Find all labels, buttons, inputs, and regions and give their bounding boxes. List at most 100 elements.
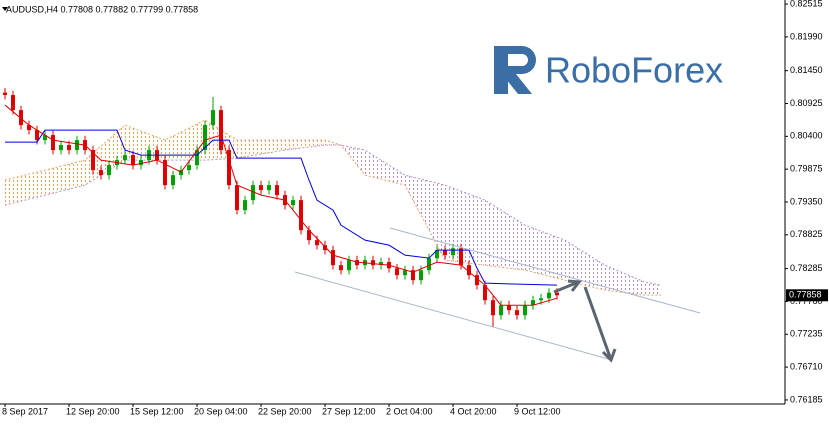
candle-body xyxy=(515,310,519,316)
cloud-fill xyxy=(285,140,325,151)
candle-body xyxy=(339,265,343,271)
candle-body xyxy=(227,150,231,186)
candle-body xyxy=(459,248,463,266)
candle-body xyxy=(51,135,55,151)
candle-body xyxy=(427,258,431,271)
arrow-shaft xyxy=(553,281,577,294)
candle-body xyxy=(347,260,351,271)
cloud-fill xyxy=(445,185,485,266)
candle-body xyxy=(235,185,239,211)
y-tick-label: 0.76185 xyxy=(790,394,823,404)
logo-mark xyxy=(502,46,536,94)
candle-body xyxy=(187,165,191,171)
candle-body xyxy=(379,262,383,266)
cloud-fill xyxy=(565,240,605,291)
candle-body xyxy=(539,298,543,301)
y-tick-label: 0.79350 xyxy=(790,196,823,206)
candle-body xyxy=(163,160,167,186)
arrow-head xyxy=(601,348,617,363)
cloud-fill xyxy=(365,150,405,186)
forecast-arrow xyxy=(553,279,617,363)
candle-body xyxy=(443,250,447,256)
cloud-line xyxy=(4,119,661,296)
x-tick-label: 2 Oct 04:00 xyxy=(386,406,433,416)
candle-body xyxy=(35,130,39,141)
channel-line xyxy=(294,271,613,361)
candle-body xyxy=(219,110,223,151)
x-tick-label: 8 Sep 2017 xyxy=(2,406,48,416)
cloud-fill xyxy=(5,170,45,206)
candle-body xyxy=(531,300,535,306)
candle-body xyxy=(243,200,247,211)
candle-body xyxy=(107,165,111,176)
candle-body xyxy=(483,285,487,301)
axes: 0.82515 0.81990 0.81450 0.80925 0.80400 0.798… xyxy=(2,0,828,416)
indicator-line xyxy=(5,129,558,286)
price-tag xyxy=(786,289,828,302)
x-tick-label: 20 Sep 04:00 xyxy=(194,406,248,416)
cloud-fill xyxy=(45,160,85,196)
logo: RoboForex xyxy=(494,46,723,94)
candle-body xyxy=(203,125,207,151)
indicator-line xyxy=(4,104,558,306)
candle-body xyxy=(211,110,215,126)
y-tick-label: 0.78825 xyxy=(790,229,823,239)
cloud-fill xyxy=(645,282,661,296)
arrow-head xyxy=(567,279,582,292)
y-tick-label: 0.80400 xyxy=(790,131,823,141)
x-tick-label: 27 Sep 12:00 xyxy=(322,406,376,416)
candle-body xyxy=(195,150,199,166)
candle-body xyxy=(307,230,311,241)
price-tag-label: 0.77858 xyxy=(789,290,822,300)
cloud-fill xyxy=(525,225,565,281)
logo-mark xyxy=(494,46,508,94)
candle-body xyxy=(411,270,415,281)
y-tick-label: 0.79875 xyxy=(790,164,823,174)
candle-body xyxy=(467,265,471,276)
cloud-fill xyxy=(405,175,445,261)
candle-body xyxy=(507,305,511,311)
plot xyxy=(3,88,662,328)
candle-body xyxy=(123,155,127,161)
candle-body xyxy=(499,305,503,316)
candle-body xyxy=(91,150,95,171)
y-tick-label: 0.82515 xyxy=(790,0,823,8)
y-tick-label: 0.77235 xyxy=(790,329,823,339)
logo-text: RoboForex xyxy=(545,50,723,91)
candle-body xyxy=(131,155,135,166)
candle-body xyxy=(315,240,319,246)
candle-body xyxy=(75,140,79,151)
x-tick-label: 4 Oct 20:00 xyxy=(450,406,497,416)
y-tick-label: 0.78285 xyxy=(790,263,823,273)
x-tick-label: 15 Sep 12:00 xyxy=(130,406,184,416)
x-tick-label: 22 Sep 20:00 xyxy=(258,406,312,416)
candle-body xyxy=(19,110,23,126)
candle-body xyxy=(11,95,15,111)
candle-body xyxy=(403,270,407,276)
candle-body xyxy=(371,260,375,266)
candle-body xyxy=(139,160,143,166)
candle-body xyxy=(435,250,439,259)
x-tick-label: 9 Oct 12:00 xyxy=(514,406,561,416)
candle-body xyxy=(267,185,271,191)
candle-body xyxy=(523,305,527,316)
candle-body xyxy=(67,145,71,151)
candle-body xyxy=(395,268,399,276)
y-tick-label: 0.80925 xyxy=(790,98,823,108)
candle-body xyxy=(291,200,295,206)
cloud-fill xyxy=(237,140,285,159)
candle-body xyxy=(451,248,455,256)
cloud-fill xyxy=(485,200,525,271)
candle-body xyxy=(251,185,255,201)
title-icon xyxy=(2,7,8,11)
candle-body xyxy=(43,135,47,141)
candle-body xyxy=(3,92,7,96)
arrow-shaft xyxy=(583,286,612,358)
candle-body xyxy=(259,185,263,191)
candle-body xyxy=(27,125,31,131)
candle-body xyxy=(547,292,551,299)
x-tick-label: 12 Sep 20:00 xyxy=(66,406,120,416)
candle-body xyxy=(299,200,303,231)
